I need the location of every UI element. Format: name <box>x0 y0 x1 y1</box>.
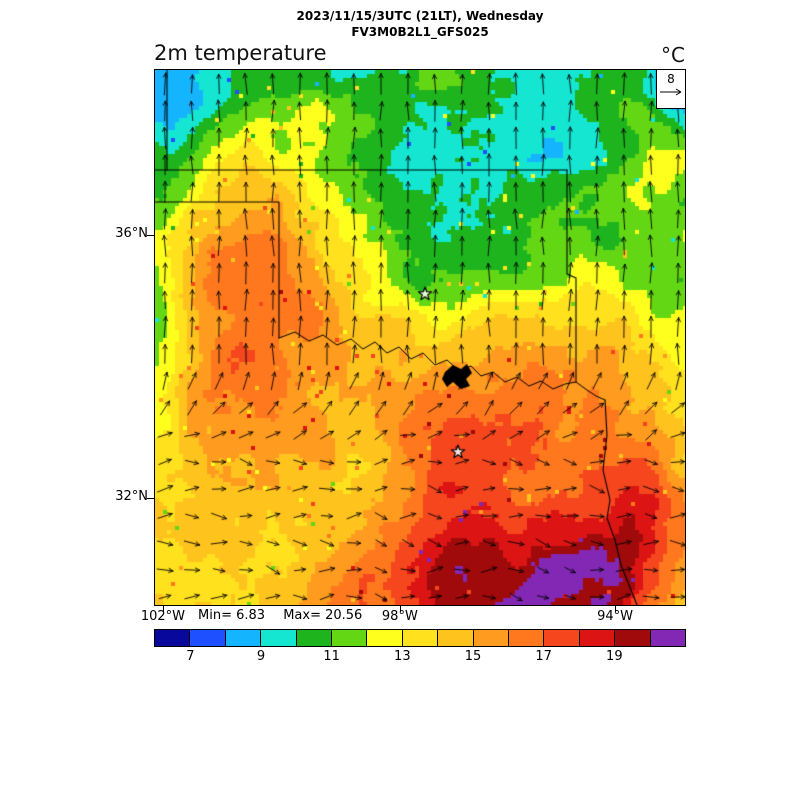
colorbar-tick-label: 7 <box>186 649 195 664</box>
lon-tick-label: 98°W <box>381 609 418 624</box>
lon-tick-label: 102°W <box>140 609 186 624</box>
colorbar-segment <box>473 630 510 646</box>
colorbar-tick-label: 17 <box>535 649 552 664</box>
lon-tick-mark <box>615 606 617 612</box>
colorbar-segment <box>615 630 651 646</box>
colorbar-tick-label: 19 <box>606 649 623 664</box>
lat-tick-mark <box>147 234 155 236</box>
minmax-stats: Min= 6.83 Max= 20.56 <box>198 608 376 623</box>
reference-arrow-icon <box>660 88 682 96</box>
temperature-field-canvas <box>155 70 685 605</box>
lat-tick-mark <box>147 498 155 499</box>
colorbar-segment <box>261 630 297 646</box>
lat-tick-label: 36°N <box>115 225 148 241</box>
min-value-label: Min= 6.83 <box>198 608 266 623</box>
colorbar-segment <box>650 630 686 646</box>
page-title: 2m temperature <box>154 41 327 65</box>
datetime-title: 2023/11/15/3UTC (21LT), Wednesday <box>296 9 544 23</box>
colorbar-segment <box>332 630 368 646</box>
colorbar-tick-label: 15 <box>464 649 482 664</box>
lon-tick-mark <box>399 606 401 612</box>
plot-header: 2023/11/15/3UTC (21LT), Wednesday FV3M0B… <box>155 8 685 40</box>
colorbar-tick-label: 13 <box>394 649 411 664</box>
colorbar-segment <box>296 630 333 646</box>
colorbar-segment <box>438 630 474 646</box>
map-area: 8 <box>154 69 686 606</box>
reference-vector-value: 8 <box>667 72 675 86</box>
colorbar-tick-label: 11 <box>323 649 340 664</box>
colorbar <box>154 629 686 647</box>
model-title: FV3M0B2L1_GFS025 <box>351 25 489 40</box>
colorbar-segment <box>544 630 580 646</box>
lon-tick-mark <box>162 606 164 612</box>
colorbar-segment <box>579 630 616 646</box>
lon-tick-label: 94°W <box>597 609 633 624</box>
colorbar-segment <box>402 630 439 646</box>
colorbar-tick-label: 9 <box>256 649 266 664</box>
reference-vector-box: 8 <box>656 70 685 109</box>
max-value-label: Max= 20.56 <box>283 608 363 623</box>
colorbar-segment <box>155 630 191 646</box>
colorbar-segment <box>367 630 403 646</box>
colorbar-segment <box>190 630 226 646</box>
colorbar-segment <box>225 630 262 646</box>
lat-tick-label: 32°N <box>115 489 148 504</box>
unit-label: °C <box>661 43 685 67</box>
colorbar-segment <box>509 630 545 646</box>
